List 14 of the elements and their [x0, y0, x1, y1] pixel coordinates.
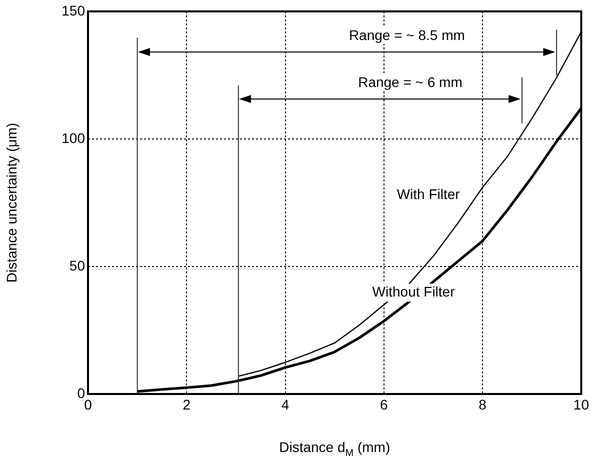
x-tick-label: 2 — [182, 396, 191, 412]
y-axis-title: Distance uncertainty (μm) — [3, 122, 20, 283]
annotation: Range = ~ 6 mm — [355, 73, 466, 92]
x-tick-label: 4 — [281, 396, 290, 412]
x-tick-label: 10 — [573, 396, 590, 412]
series-label: With Filter — [396, 186, 460, 202]
y-tick-label: 150 — [62, 2, 86, 18]
x-tick-label: 6 — [380, 396, 388, 412]
series-label: Without Filter — [372, 283, 456, 300]
y-tick-label: 0 — [77, 384, 86, 401]
y-tick-label: 50 — [69, 257, 86, 274]
annotation: Range = ~ 8.5 mm — [346, 26, 468, 44]
x-tick-label: 8 — [478, 396, 487, 412]
y-tick-label: 100 — [62, 130, 86, 146]
